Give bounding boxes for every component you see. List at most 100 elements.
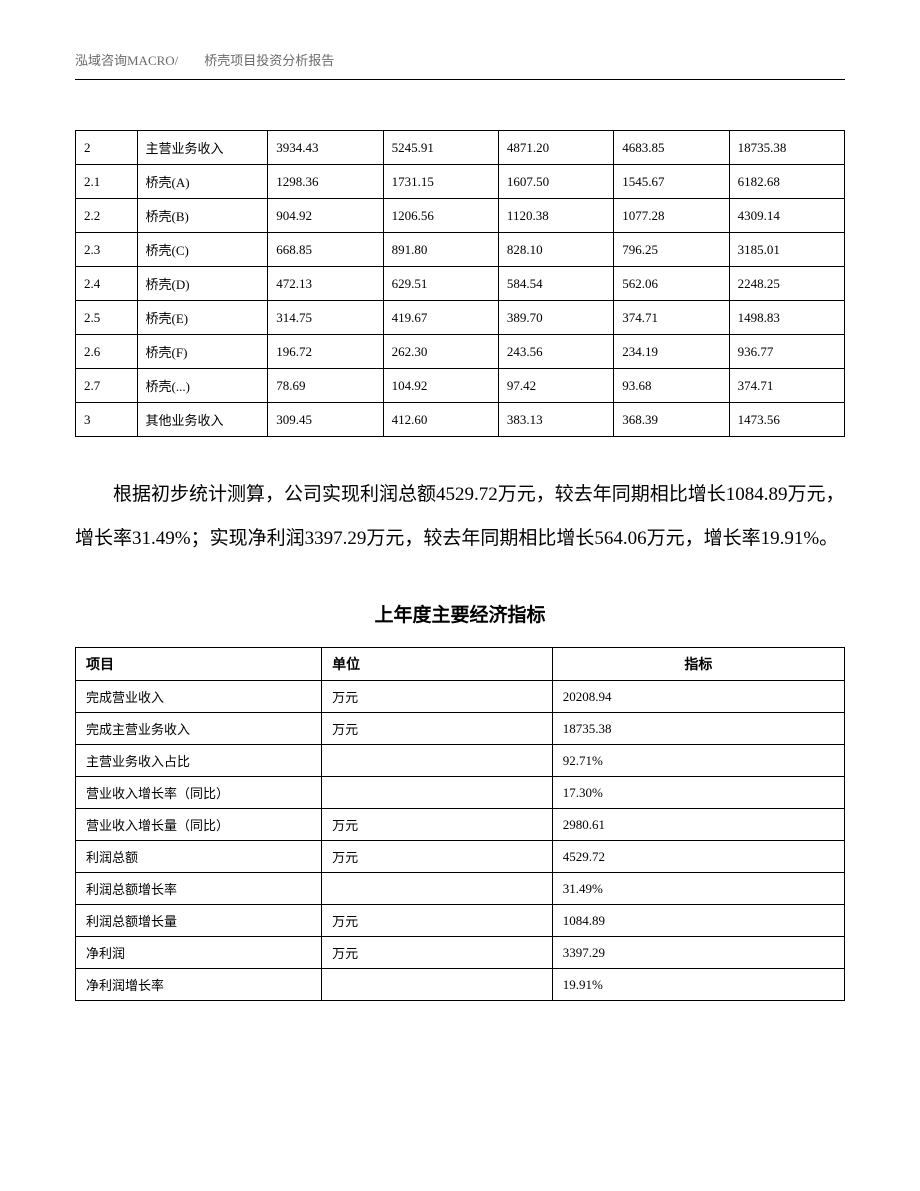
table-row: 2.3桥壳(C)668.85891.80828.10796.253185.01 (76, 233, 845, 267)
table-cell: 净利润 (76, 937, 322, 969)
table-cell: 309.45 (268, 403, 383, 437)
table-cell: 2980.61 (552, 809, 844, 841)
table-cell: 1084.89 (552, 905, 844, 937)
table-row: 完成营业收入万元20208.94 (76, 681, 845, 713)
table-cell: 383.13 (498, 403, 613, 437)
table-cell: 18735.38 (729, 131, 844, 165)
economic-indicators-table: 项目 单位 指标 完成营业收入万元20208.94完成主营业务收入万元18735… (75, 647, 845, 1001)
table-cell: 584.54 (498, 267, 613, 301)
table-cell: 412.60 (383, 403, 498, 437)
table-cell: 桥壳(C) (137, 233, 268, 267)
table-cell: 389.70 (498, 301, 613, 335)
table-cell (322, 745, 553, 777)
table-row: 营业收入增长率（同比） 17.30% (76, 777, 845, 809)
table-row: 2.5桥壳(E)314.75419.67389.70374.711498.83 (76, 301, 845, 335)
table-row: 净利润增长率19.91% (76, 969, 845, 1001)
table-cell: 31.49% (552, 873, 844, 905)
table-cell: 万元 (322, 681, 553, 713)
table-row: 营业收入增长量（同比）万元2980.61 (76, 809, 845, 841)
table-cell: 4871.20 (498, 131, 613, 165)
table-cell: 2.7 (76, 369, 138, 403)
table-cell: 1498.83 (729, 301, 844, 335)
table-cell: 796.25 (614, 233, 729, 267)
table-cell: 桥壳(D) (137, 267, 268, 301)
table-cell: 桥壳(A) (137, 165, 268, 199)
table-cell: 234.19 (614, 335, 729, 369)
header-indicator: 指标 (552, 648, 844, 681)
table-cell: 完成营业收入 (76, 681, 322, 713)
table-cell: 2.1 (76, 165, 138, 199)
table-cell: 1206.56 (383, 199, 498, 233)
table-cell: 3397.29 (552, 937, 844, 969)
page-header: 泓域咨询MACRO/ 桥壳项目投资分析报告 (75, 50, 845, 80)
table-cell (322, 777, 553, 809)
table-cell: 92.71% (552, 745, 844, 777)
table-cell: 万元 (322, 905, 553, 937)
table-cell: 2.4 (76, 267, 138, 301)
header-project: 项目 (76, 648, 322, 681)
table-cell: 桥壳(...) (137, 369, 268, 403)
table-row: 主营业务收入占比 92.71% (76, 745, 845, 777)
header-unit: 单位 (322, 648, 553, 681)
table-cell: 3185.01 (729, 233, 844, 267)
table-cell: 利润总额增长率 (76, 873, 322, 905)
table-row: 利润总额增长量万元1084.89 (76, 905, 845, 937)
table-cell: 主营业务收入占比 (76, 745, 322, 777)
table-cell (322, 873, 553, 905)
table-cell: 1298.36 (268, 165, 383, 199)
table-cell: 万元 (322, 713, 553, 745)
table-cell: 1473.56 (729, 403, 844, 437)
table-cell: 104.92 (383, 369, 498, 403)
table-cell: 1077.28 (614, 199, 729, 233)
table-cell: 1607.50 (498, 165, 613, 199)
table-cell: 18735.38 (552, 713, 844, 745)
table-row: 净利润万元3397.29 (76, 937, 845, 969)
table-cell: 1545.67 (614, 165, 729, 199)
table-cell: 19.91% (552, 969, 844, 1001)
table-row: 2.7桥壳(...)78.69104.9297.4293.68374.71 (76, 369, 845, 403)
table-cell: 78.69 (268, 369, 383, 403)
table-cell: 93.68 (614, 369, 729, 403)
table-cell: 936.77 (729, 335, 844, 369)
table-cell: 4529.72 (552, 841, 844, 873)
table-cell: 利润总额 (76, 841, 322, 873)
table-cell: 374.71 (614, 301, 729, 335)
table-cell: 196.72 (268, 335, 383, 369)
table-cell: 6182.68 (729, 165, 844, 199)
section-title: 上年度主要经济指标 (75, 600, 845, 627)
table-row: 2.4桥壳(D)472.13629.51584.54562.062248.25 (76, 267, 845, 301)
table-row: 2.6桥壳(F)196.72262.30243.56234.19936.77 (76, 335, 845, 369)
table-cell: 97.42 (498, 369, 613, 403)
table-cell: 桥壳(F) (137, 335, 268, 369)
table-row: 利润总额增长率 31.49% (76, 873, 845, 905)
table-cell: 1120.38 (498, 199, 613, 233)
table-cell: 20208.94 (552, 681, 844, 713)
table-cell: 2.5 (76, 301, 138, 335)
table-cell: 2 (76, 131, 138, 165)
table-cell (322, 969, 553, 1001)
table-cell: 4683.85 (614, 131, 729, 165)
table-row: 2主营业务收入3934.435245.914871.204683.8518735… (76, 131, 845, 165)
table-cell: 4309.14 (729, 199, 844, 233)
table-cell: 完成主营业务收入 (76, 713, 322, 745)
table-cell: 2.2 (76, 199, 138, 233)
table-row: 2.1桥壳(A)1298.361731.151607.501545.676182… (76, 165, 845, 199)
table-cell: 374.71 (729, 369, 844, 403)
table-cell: 1731.15 (383, 165, 498, 199)
table-cell: 营业收入增长率（同比） (76, 777, 322, 809)
table-cell: 桥壳(B) (137, 199, 268, 233)
table-row: 2.2桥壳(B)904.921206.561120.381077.284309.… (76, 199, 845, 233)
table-cell: 262.30 (383, 335, 498, 369)
table-cell: 利润总额增长量 (76, 905, 322, 937)
table-cell: 562.06 (614, 267, 729, 301)
table-cell: 472.13 (268, 267, 383, 301)
table-cell: 629.51 (383, 267, 498, 301)
table-cell: 2.3 (76, 233, 138, 267)
table-cell: 万元 (322, 841, 553, 873)
table-cell: 17.30% (552, 777, 844, 809)
table-cell: 314.75 (268, 301, 383, 335)
table-cell: 2248.25 (729, 267, 844, 301)
summary-paragraph: 根据初步统计测算，公司实现利润总额4529.72万元，较去年同期相比增长1084… (75, 473, 845, 560)
table-cell: 419.67 (383, 301, 498, 335)
table-cell: 668.85 (268, 233, 383, 267)
